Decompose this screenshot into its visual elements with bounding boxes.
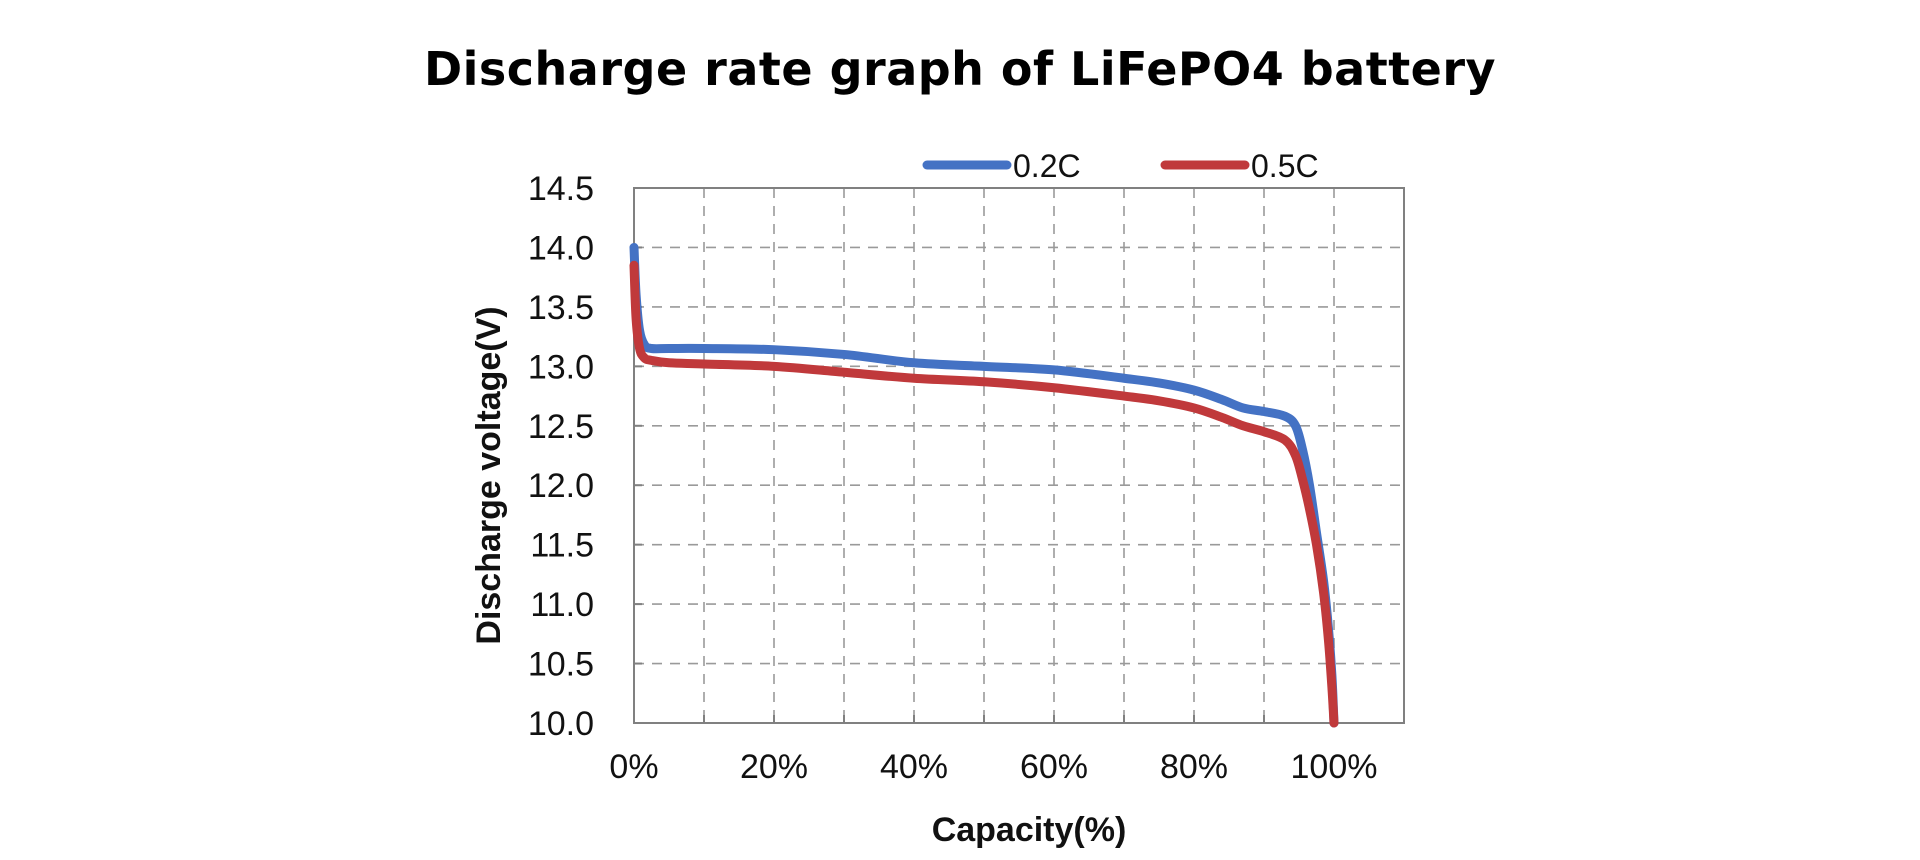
legend-label: 0.2C [1013, 148, 1081, 184]
grid [634, 188, 1404, 723]
x-axis-ticks: 0% 20% 40% 60% 80% 100% [609, 715, 1377, 786]
x-tick-label: 100% [1291, 748, 1378, 786]
y-tick-label: 14.5 [528, 170, 594, 208]
y-tick-label: 14.0 [528, 229, 594, 267]
x-axis-label: Capacity(%) [932, 811, 1127, 849]
x-tick-label: 80% [1160, 748, 1228, 786]
y-tick-label: 13.0 [528, 348, 594, 386]
y-tick-label: 10.5 [528, 646, 594, 684]
legend: 0.2C 0.5C [922, 148, 1319, 184]
x-tick-label: 20% [740, 748, 808, 786]
y-axis-label: Discharge voltage(V) [470, 306, 508, 644]
chart-title: Discharge rate graph of LiFePO4 battery [423, 42, 1497, 96]
y-tick-label: 11.5 [530, 527, 594, 565]
legend-item: 0.5C [1160, 148, 1319, 184]
y-tick-label: 13.5 [528, 289, 594, 327]
legend-item: 0.2C [922, 148, 1081, 184]
plot-area-frame [633, 187, 1405, 724]
series-lines [629, 242, 1339, 728]
y-tick-label: 10.0 [528, 705, 594, 743]
y-axis-ticks: 10.0 10.5 11.0 11.5 12.0 12.5 13.0 13.5 14.0 14.5 [528, 170, 642, 743]
y-tick-label: 12.5 [528, 408, 594, 446]
series-line-0-5c [629, 260, 1339, 728]
x-tick-label: 60% [1020, 748, 1088, 786]
x-tick-label: 0% [609, 748, 658, 786]
x-tick-label: 40% [880, 748, 948, 786]
y-tick-label: 12.0 [528, 467, 594, 505]
legend-label: 0.5C [1251, 148, 1319, 184]
y-tick-label: 11.0 [530, 586, 594, 624]
